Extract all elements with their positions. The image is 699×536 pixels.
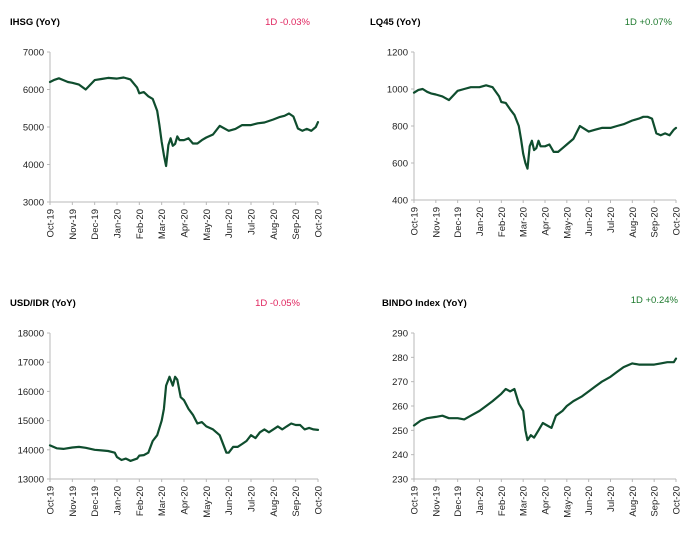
y-tick-label: 3000 — [23, 198, 44, 209]
y-tick-label: 15000 — [18, 416, 44, 427]
series-line — [48, 375, 320, 462]
plot-area: 400 600 800 1000 1200 Oct-19 Nov-19 Dec-19 Jan-2… — [387, 48, 683, 239]
x-tick-label: Oct-19 — [46, 486, 57, 515]
x-tick-label: May-20 — [562, 207, 573, 239]
x-tick-label: Sep-20 — [291, 209, 302, 240]
y-tick-label: 1200 — [387, 48, 408, 59]
x-tick-label: Jul-20 — [606, 486, 617, 512]
y-tick-label: 18000 — [18, 329, 44, 340]
change-label: 1D -0.05% — [255, 298, 300, 309]
x-tick-label: May-20 — [562, 486, 573, 518]
x-tick-label: Oct-20 — [314, 486, 325, 515]
x-tick-label: Jul-20 — [247, 209, 258, 235]
y-tick-label: 4000 — [23, 160, 44, 171]
chart-title: LQ45 (YoY) — [370, 17, 421, 28]
x-tick-label: Dec-19 — [90, 209, 101, 240]
y-tick-label: 260 — [392, 402, 408, 413]
x-tick-label: Feb-20 — [497, 486, 508, 516]
x-tick-label: Feb-20 — [497, 207, 508, 237]
x-tick-label: Apr-20 — [541, 207, 552, 236]
change-label: 1D +0.24% — [631, 295, 679, 306]
chart-usdidr: USD/IDR (YoY) 1D -0.05% 1300014000150001… — [10, 298, 325, 518]
chart-bindo: BINDO Index (YoY) 1D +0.24% 230 240 250 260… — [382, 295, 683, 518]
x-tick-label: Jan-20 — [113, 486, 124, 515]
x-tick-label: Dec-19 — [453, 207, 464, 238]
x-tick-label: Oct-20 — [314, 209, 325, 238]
x-tick-label: Aug-20 — [269, 486, 280, 517]
x-tick-label: Mar-20 — [157, 209, 168, 239]
y-tick-label: 600 — [392, 159, 408, 170]
x-tick-label: Mar-20 — [157, 486, 168, 516]
x-tick-label: May-20 — [202, 486, 213, 518]
x-tick-label: Apr-20 — [180, 209, 191, 238]
y-tick-label: 800 — [392, 122, 408, 133]
x-tick-label: Oct-20 — [672, 486, 683, 515]
x-tick-label: Sep-20 — [291, 486, 302, 517]
y-tick-label: 290 — [392, 329, 408, 340]
y-tick-label: 1000 — [387, 85, 408, 96]
y-tick-label: 13000 — [18, 475, 44, 486]
x-tick-label: Feb-20 — [135, 486, 146, 516]
x-tick-label: Aug-20 — [269, 209, 280, 240]
chart-lq45: LQ45 (YoY) 1D +0.07% 400 600 800 1000 1200 Oc… — [370, 17, 683, 239]
x-tick-label: Mar-20 — [519, 486, 530, 516]
chart-title: BINDO Index (YoY) — [382, 298, 467, 309]
chart-title: IHSG (YoY) — [10, 17, 60, 28]
x-tick-label: Oct-19 — [410, 486, 421, 515]
x-tick-label: Oct-19 — [410, 207, 421, 236]
y-tick-label: 240 — [392, 450, 408, 461]
plot-area: 13000 14000 15000 16000 17000 18000 Oct-19 Nov-… — [18, 329, 325, 518]
y-tick-label: 280 — [392, 353, 408, 364]
x-tick-label: Jan-20 — [475, 486, 486, 515]
x-tick-label: Nov-19 — [431, 207, 442, 238]
x-tick-label: Jun-20 — [224, 486, 235, 515]
series-line — [412, 357, 678, 442]
x-tick-label: Jun-20 — [584, 486, 595, 515]
x-tick-label: Nov-19 — [68, 209, 79, 240]
y-tick-label: 400 — [392, 196, 408, 207]
x-tick-label: Aug-20 — [628, 207, 639, 238]
x-tick-label: Jun-20 — [584, 207, 595, 236]
x-tick-label: Oct-20 — [672, 207, 683, 236]
series-line — [48, 76, 320, 168]
x-tick-label: Apr-20 — [541, 486, 552, 515]
y-tick-label: 230 — [392, 475, 408, 486]
x-tick-label: Aug-20 — [628, 486, 639, 517]
plot-area: 230 240 250 260 270 280 290 Oct-19 Nov-19 Dec-19 J… — [392, 329, 682, 518]
y-tick-label: 7000 — [23, 48, 44, 59]
x-tick-label: Apr-20 — [180, 486, 191, 515]
x-tick-label: Jun-20 — [224, 209, 235, 238]
x-tick-label: Feb-20 — [135, 209, 146, 239]
x-tick-label: Sep-20 — [650, 207, 661, 238]
y-tick-label: 270 — [392, 377, 408, 388]
x-tick-label: Jul-20 — [606, 207, 617, 233]
x-tick-label: Dec-19 — [453, 486, 464, 517]
x-tick-label: Nov-19 — [68, 486, 79, 517]
x-tick-label: Jul-20 — [247, 486, 258, 512]
change-label: 1D -0.03% — [265, 17, 310, 28]
x-tick-label: Mar-20 — [519, 207, 530, 237]
x-tick-label: Dec-19 — [90, 486, 101, 517]
chart-title: USD/IDR (YoY) — [10, 298, 76, 309]
x-tick-label: Jan-20 — [113, 209, 124, 238]
y-tick-label: 16000 — [18, 387, 44, 398]
chart-ihsg: IHSG (YoY) 1D -0.03% 3000 4000 5000 6000 700… — [10, 17, 325, 241]
y-tick-label: 14000 — [18, 445, 44, 456]
y-tick-label: 6000 — [23, 85, 44, 96]
change-label: 1D +0.07% — [625, 17, 673, 28]
x-tick-label: Jan-20 — [475, 207, 486, 236]
x-tick-label: Oct-19 — [46, 209, 57, 238]
y-tick-label: 17000 — [18, 358, 44, 369]
plot-area: 3000 4000 5000 6000 7000 Oct-19 Nov-19 Dec-19 Ja… — [23, 48, 325, 241]
x-tick-label: Sep-20 — [650, 486, 661, 517]
x-tick-label: Nov-19 — [431, 486, 442, 517]
series-line — [412, 84, 678, 170]
x-tick-label: May-20 — [202, 209, 213, 241]
y-tick-label: 5000 — [23, 123, 44, 134]
y-tick-label: 250 — [392, 426, 408, 437]
